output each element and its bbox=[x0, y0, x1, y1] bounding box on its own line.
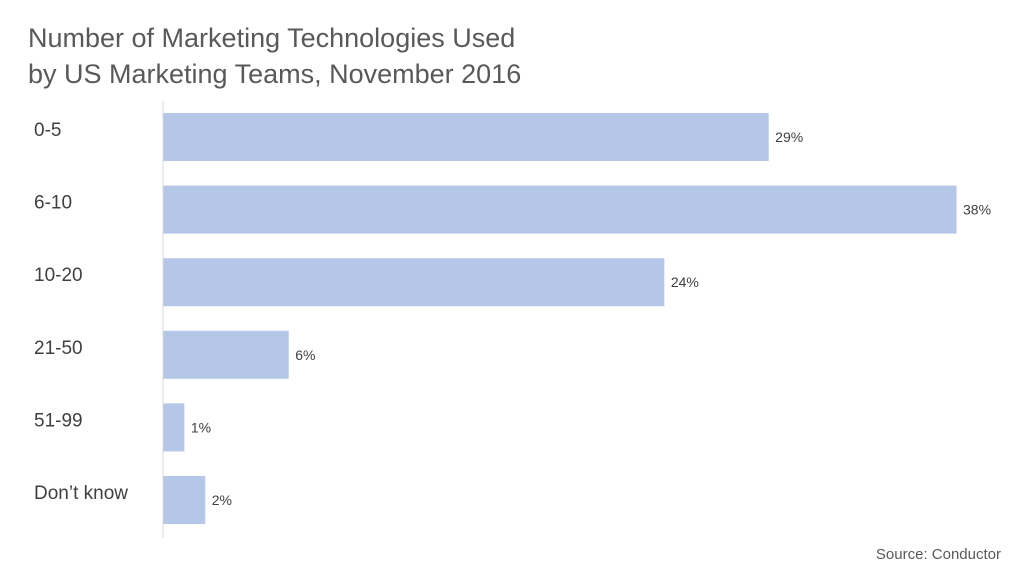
category-label-1: 6-10 bbox=[34, 193, 72, 214]
category-label-0: 0-5 bbox=[34, 120, 61, 141]
data-label-4: 1% bbox=[191, 419, 211, 435]
category-label-2: 10-20 bbox=[34, 265, 83, 286]
category-label-4: 51-99 bbox=[34, 410, 83, 431]
chart-title: Number of Marketing Technologies Used by… bbox=[28, 20, 728, 92]
data-label-2: 24% bbox=[671, 274, 699, 290]
bar-2 bbox=[163, 258, 665, 307]
bar-4 bbox=[163, 403, 185, 452]
bar-0 bbox=[163, 113, 769, 161]
bar-3 bbox=[163, 330, 289, 379]
data-label-5: 2% bbox=[212, 492, 232, 508]
chart-title-line-1: Number of Marketing Technologies Used bbox=[28, 23, 516, 53]
data-label-0: 29% bbox=[775, 129, 803, 145]
chart-title-line-2: by US Marketing Teams, November 2016 bbox=[28, 59, 522, 89]
bar-5 bbox=[163, 476, 206, 524]
bar-1 bbox=[163, 185, 957, 234]
category-label-3: 21-50 bbox=[34, 338, 83, 359]
data-label-1: 38% bbox=[963, 202, 991, 218]
category-label-5: Don’t know bbox=[34, 483, 128, 504]
data-label-3: 6% bbox=[295, 347, 315, 363]
source-note: Source: Conductor bbox=[875, 546, 1001, 563]
